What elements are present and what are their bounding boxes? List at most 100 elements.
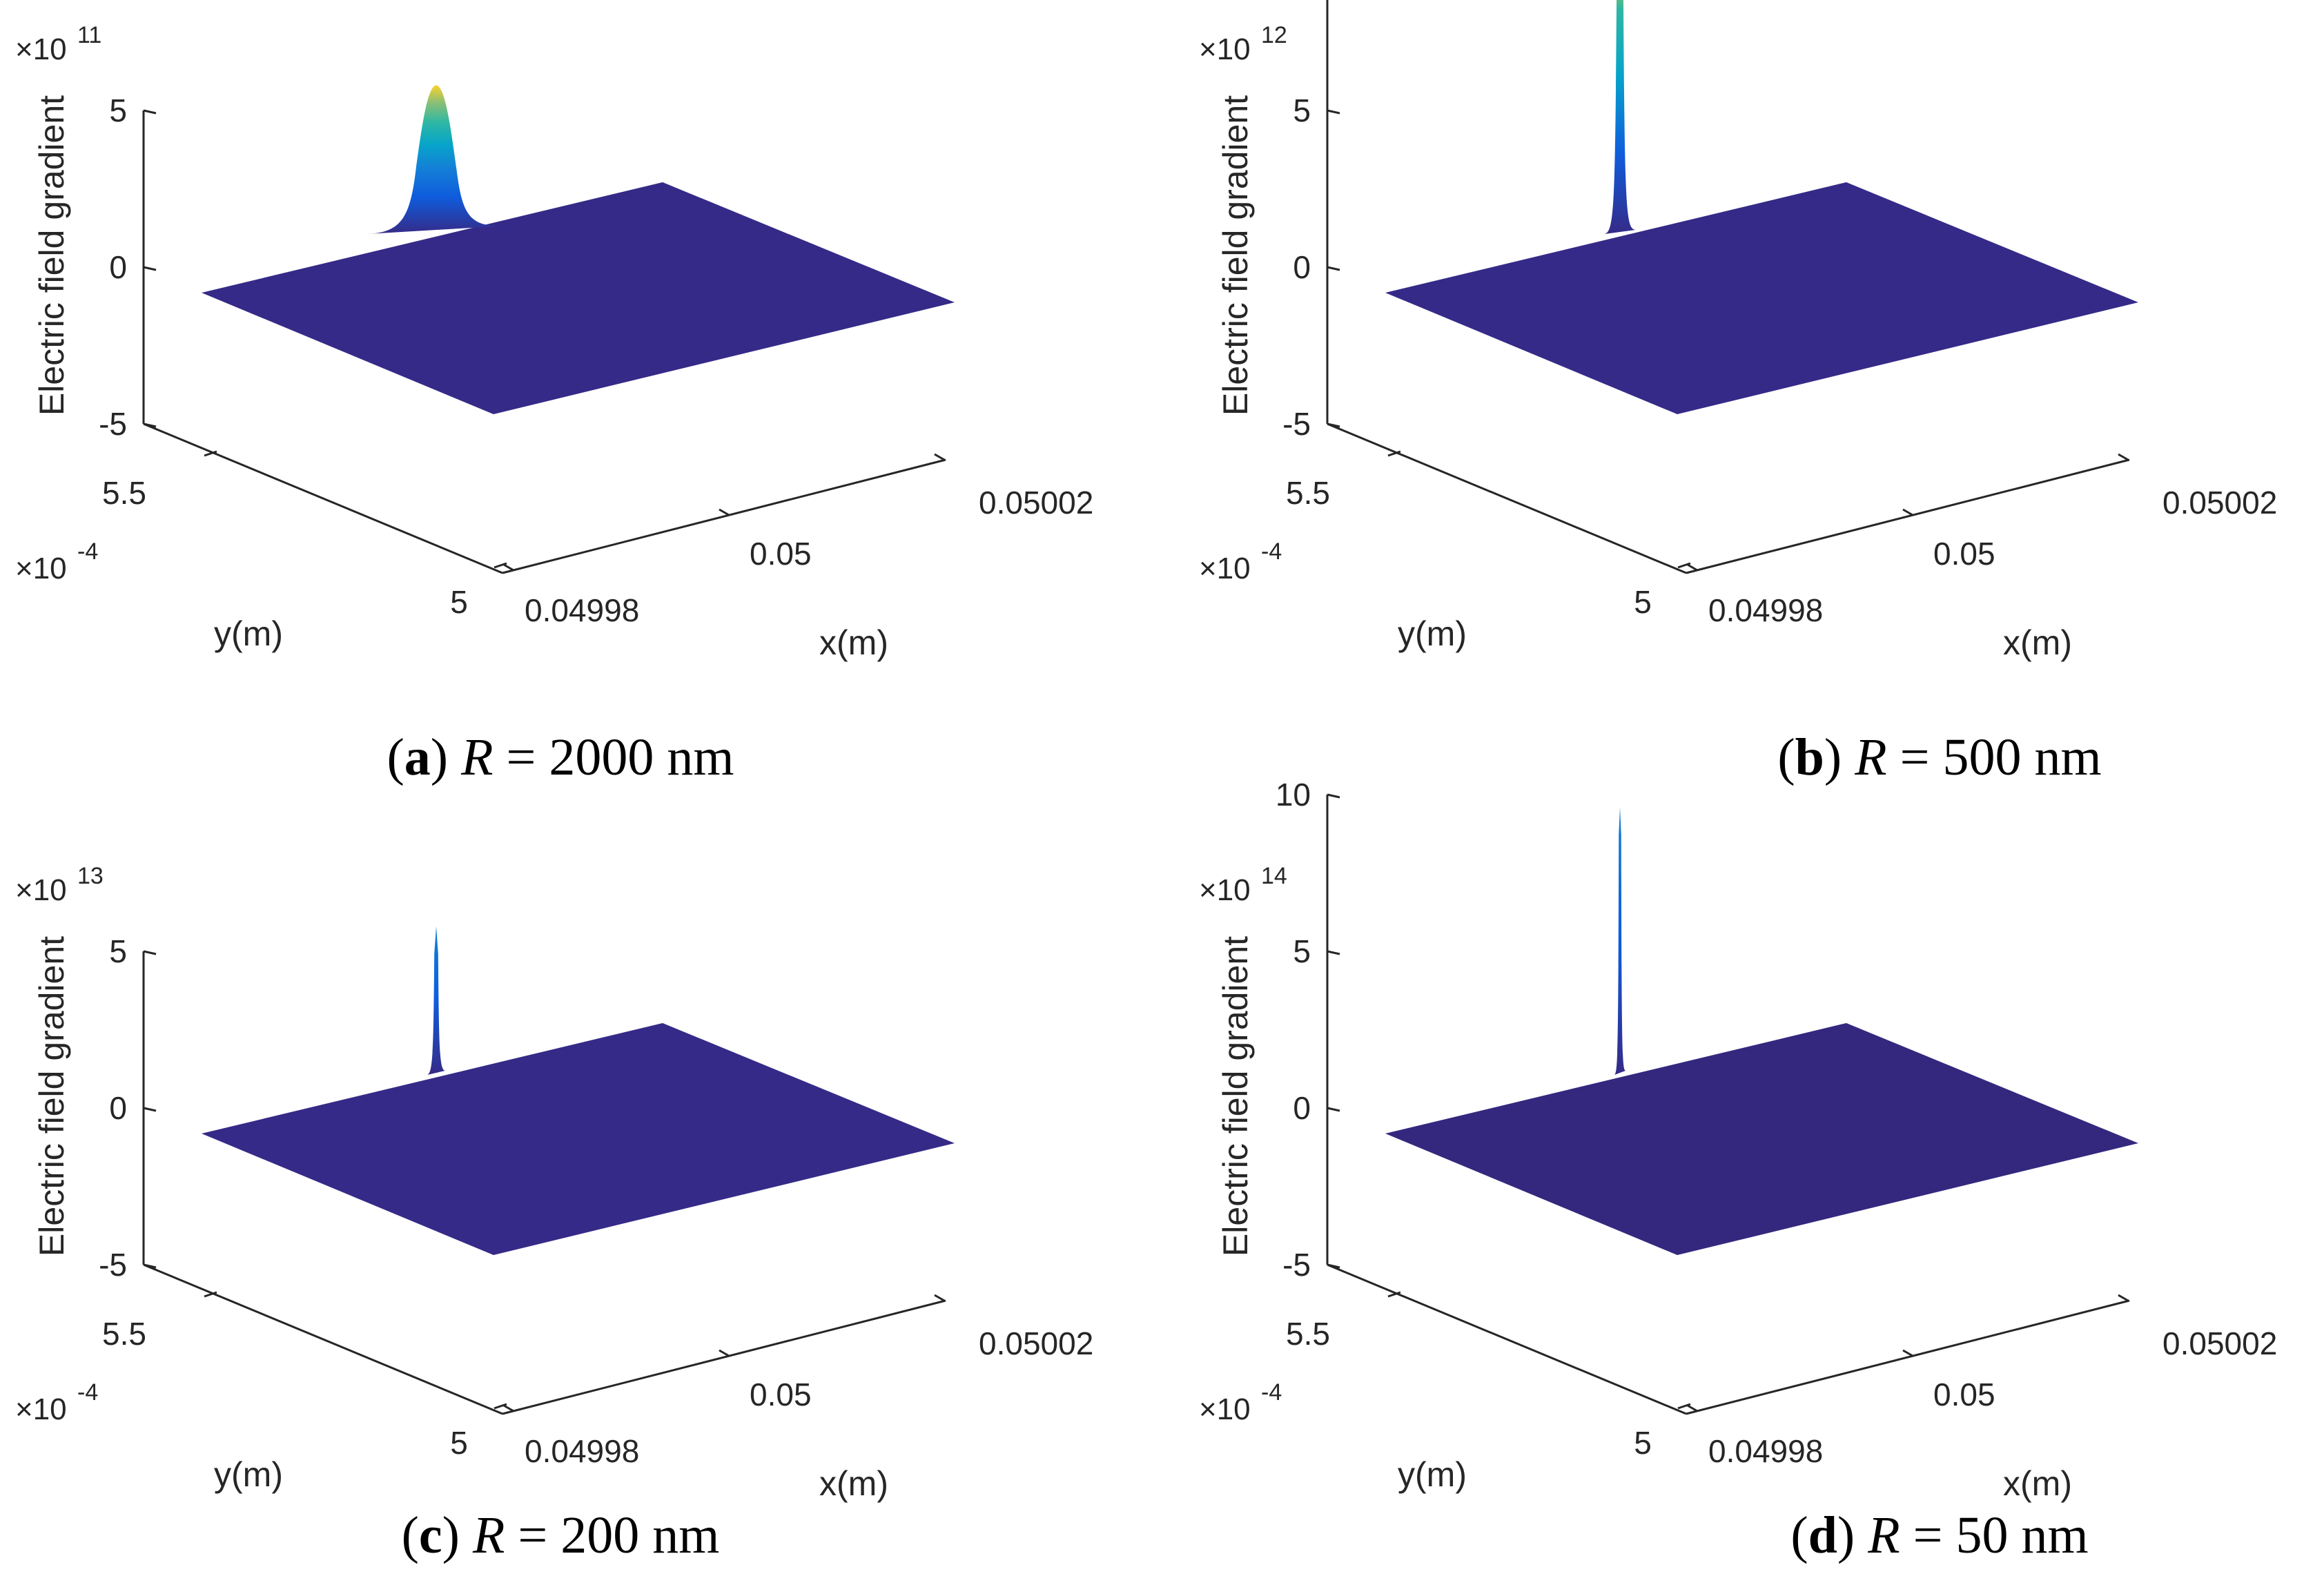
x-tick-label: 0.05 <box>750 536 812 572</box>
z-tick-mark <box>1327 950 1340 955</box>
caption-open: ( <box>1790 1506 1808 1564</box>
caption-open: ( <box>402 1506 419 1564</box>
surface-peak <box>367 85 506 235</box>
x-tick-mark <box>934 1294 945 1302</box>
subplot-caption: (d) R = 50 nm <box>1790 1506 2088 1564</box>
y-tick-label: 5 <box>450 1425 468 1461</box>
caption-value: = 500 nm <box>1887 728 2102 786</box>
x-axis-label: x(m) <box>2003 623 2072 662</box>
z-tick-label: -5 <box>1282 406 1311 442</box>
x-tick-mark <box>719 1349 730 1357</box>
y-multiplier: ×10 <box>15 552 67 585</box>
caption-value: = 50 nm <box>1900 1506 2089 1564</box>
z-tick-mark <box>1327 1107 1340 1112</box>
z-tick-label: 0 <box>109 1090 127 1126</box>
z-tick-label: 0 <box>1293 249 1311 285</box>
z-tick-label: 0 <box>109 249 127 285</box>
z-multiplier: ×10 <box>1199 873 1251 907</box>
z-multiplier: ×10 <box>15 873 67 907</box>
caption-variable: R <box>1854 728 1886 786</box>
z-tick-label: -5 <box>99 406 127 442</box>
y-tick-label: 5 <box>1634 1425 1652 1461</box>
x-axis-line <box>1686 1299 2130 1415</box>
z-tick-label: -5 <box>99 1247 127 1283</box>
caption-letter: c <box>419 1506 442 1564</box>
z-tick-label: 5 <box>1293 93 1311 128</box>
y-axis-line <box>143 1263 503 1415</box>
x-axis-line <box>1686 458 2130 574</box>
x-axis-label: x(m) <box>819 1464 888 1503</box>
x-tick-mark <box>1687 563 1698 572</box>
caption-variable: R <box>460 728 493 786</box>
caption-letter: b <box>1795 728 1824 786</box>
x-tick-mark <box>2118 453 2129 461</box>
y-tick-mark <box>1387 450 1401 457</box>
caption-value: = 200 nm <box>505 1506 719 1564</box>
z-multiplier-exponent: 11 <box>77 22 101 48</box>
subplot-caption: (c) R = 200 nm <box>402 1506 720 1564</box>
x-tick-label: 0.05002 <box>2162 1325 2277 1361</box>
y-tick-label: 5.5 <box>102 475 146 511</box>
x-tick-label: 0.05002 <box>2162 485 2277 521</box>
y-axis-label: y(m) <box>214 614 283 653</box>
caption-variable: R <box>472 1506 505 1564</box>
caption-letter: a <box>404 728 431 786</box>
z-tick-label: 5 <box>109 933 127 969</box>
subplot-caption: (b) R = 500 nm <box>1777 728 2101 786</box>
y-axis-label: y(m) <box>1398 614 1467 653</box>
x-tick-label: 0.05 <box>1933 536 1995 572</box>
x-tick-label: 0.05002 <box>979 485 1093 521</box>
z-tick-mark <box>143 266 157 271</box>
y-multiplier: ×10 <box>15 1392 67 1426</box>
y-tick-mark <box>1387 1291 1401 1298</box>
y-tick-label: 5.5 <box>1286 1316 1330 1352</box>
z-tick-mark <box>143 1107 157 1112</box>
caption-value: = 2000 nm <box>494 728 734 786</box>
z-multiplier: ×10 <box>15 32 67 66</box>
surface-plane <box>1385 1023 2138 1255</box>
y-tick-mark <box>204 450 217 457</box>
caption-letter: d <box>1808 1506 1837 1564</box>
z-multiplier-exponent: 12 <box>1261 22 1287 48</box>
z-tick-mark <box>143 950 157 955</box>
y-tick-label: 5.5 <box>102 1316 146 1352</box>
subplot-caption: (a) R = 2000 nm <box>387 728 734 786</box>
y-multiplier-exponent: -4 <box>77 1379 98 1406</box>
z-tick-label: -5 <box>1282 1247 1311 1283</box>
y-axis-line <box>1327 422 1687 574</box>
x-tick-mark <box>2118 1294 2129 1302</box>
caption-close: ) <box>431 728 461 786</box>
subplot-d: 10 5 0 -5 ×10 14 Electric field gradient 5 5.5 ×1… <box>1199 777 2277 1564</box>
y-axis-label: y(m) <box>214 1455 283 1494</box>
y-multiplier-exponent: -4 <box>1261 1379 1282 1406</box>
z-tick-mark <box>1327 109 1340 115</box>
z-tick-label: 0 <box>1293 1090 1311 1126</box>
surface-peak <box>1614 807 1625 1075</box>
z-tick-mark <box>1327 266 1340 271</box>
y-tick-label: 5 <box>1634 584 1652 620</box>
x-tick-mark <box>719 508 730 516</box>
z-multiplier-exponent: 14 <box>1261 863 1287 889</box>
x-tick-label: 0.04998 <box>525 592 639 628</box>
caption-variable: R <box>1867 1506 1900 1564</box>
x-axis-label: x(m) <box>2003 1464 2072 1503</box>
y-multiplier-exponent: -4 <box>77 538 98 565</box>
y-multiplier-exponent: -4 <box>1261 538 1282 565</box>
x-tick-label: 0.04998 <box>1708 1433 1823 1469</box>
z-tick-label: 5 <box>1293 933 1311 969</box>
z-axis-label: Electric field gradient <box>32 936 71 1256</box>
x-tick-label: 0.04998 <box>525 1433 639 1469</box>
x-tick-mark <box>1687 1404 1698 1412</box>
x-tick-mark <box>503 563 514 572</box>
z-multiplier: ×10 <box>1199 32 1251 66</box>
x-tick-label: 0.04998 <box>1708 592 1823 628</box>
z-tick-label: 10 <box>1276 777 1311 813</box>
y-tick-mark <box>204 1291 217 1298</box>
z-axis-label: Electric field gradient <box>1216 95 1255 416</box>
x-tick-label: 0.05002 <box>979 1325 1093 1361</box>
z-tick-mark <box>1327 793 1340 799</box>
x-tick-label: 0.05 <box>750 1377 812 1412</box>
